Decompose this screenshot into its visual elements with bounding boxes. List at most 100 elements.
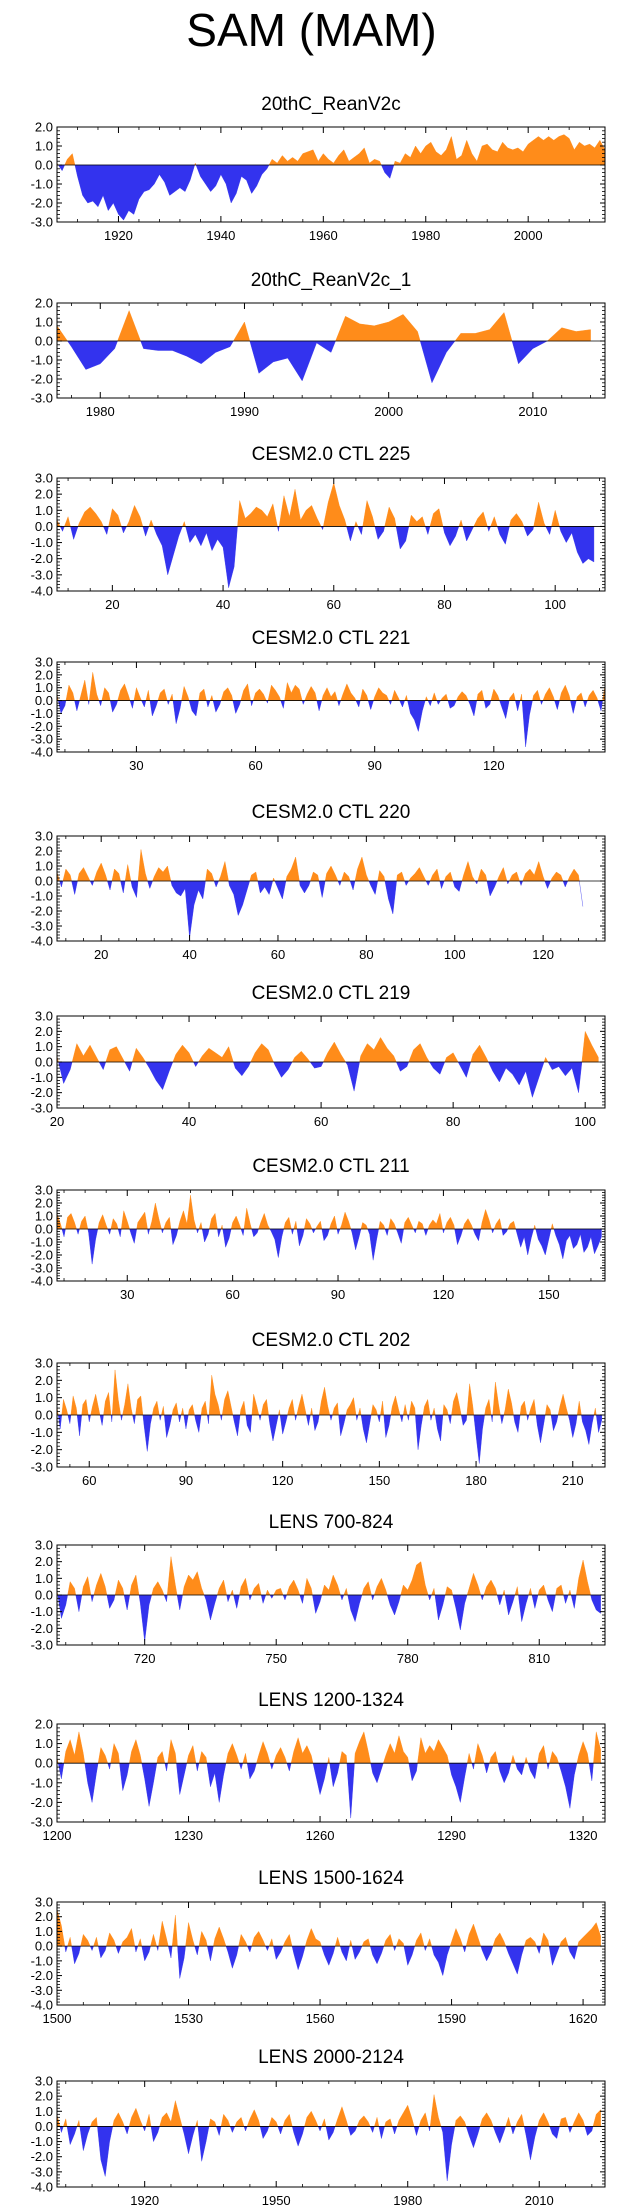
negative-area [465,2126,481,2149]
negative-area [490,1414,493,1422]
negative-area [61,1228,66,1237]
positive-area [489,1750,499,1764]
negative-area [212,700,222,713]
y-tick-label: -1.0 [31,1070,53,1085]
positive-area [65,1213,77,1230]
negative-area [248,1594,253,1601]
positive-area [182,1571,205,1596]
negative-area [292,2126,305,2147]
x-tick-label: 60 [225,1287,239,1302]
y-tick-label: 3.0 [35,471,53,486]
positive-area [514,1586,519,1596]
positive-area [230,1589,234,1596]
negative-area [312,1594,323,1615]
y-tick-label: 1.0 [35,680,53,695]
negative-area [97,2126,113,2177]
positive-area [383,1933,394,1947]
negative-area [396,1061,410,1072]
positive-area [291,1050,311,1063]
positive-area [402,1404,408,1416]
positive-area [456,691,469,701]
positive-area [268,147,382,166]
negative-area [129,700,135,709]
negative-area [452,880,463,892]
y-tick-label: 3.0 [35,1538,53,1553]
negative-area [337,700,341,707]
y-tick-label: -3.0 [31,1261,53,1276]
negative-area [547,1061,583,1093]
y-tick-label: 1.0 [35,1736,53,1751]
positive-area [167,1556,178,1596]
negative-area [497,1763,512,1784]
negative-area [428,2126,431,2132]
positive-area [335,314,421,342]
negative-area [206,700,211,708]
positive-area [444,1586,454,1596]
negative-area [220,1414,223,1421]
positive-area [305,1927,322,1947]
positive-area [373,687,390,701]
negative-area [588,1763,594,1781]
negative-area [460,1414,468,1426]
positive-area [349,1940,353,1947]
positive-area [429,868,441,882]
positive-area [286,1579,301,1596]
negative-area [496,1594,503,1606]
positive-area [283,1216,292,1230]
positive-area [473,511,488,527]
positive-area [186,1744,197,1764]
positive-area [93,862,108,882]
y-tick-label: 0.0 [35,1055,53,1070]
y-tick-label: 1.0 [35,139,53,154]
chart-title: CESM2.0 CTL 219 [252,983,411,1004]
negative-area [474,880,478,885]
negative-area [107,1228,112,1235]
positive-area [282,2113,293,2127]
negative-area [350,1228,362,1250]
positive-area [524,1937,537,1947]
negative-area [229,2126,236,2134]
negative-area [207,1945,214,1961]
negative-area [434,1414,444,1442]
y-tick-label: -1.0 [31,353,53,368]
y-tick-label: -4.0 [31,2180,53,2195]
negative-area [243,2126,248,2132]
negative-area [567,1414,578,1438]
negative-area [88,1414,91,1422]
chart-panel: LENS 700-824 3.02.0 1.0 0.0-1.0 -2.0 -3.0 720 7… [31,1512,606,1666]
positive-area [220,687,234,701]
y-tick-label: 3.0 [35,1895,53,1910]
negative-area [562,880,569,888]
negative-area [546,1594,556,1613]
negative-area [501,1228,509,1236]
negative-area [581,1414,595,1445]
negative-area [106,1594,116,1609]
positive-area [340,683,357,701]
positive-area [65,684,75,701]
positive-area [251,1582,262,1596]
negative-area [567,1945,578,1960]
main-title: SAM (MAM) [186,4,437,56]
negative-area [59,880,64,888]
chart-title: CESM2.0 CTL 221 [252,628,411,649]
y-tick-label: 2.0 [35,667,53,682]
y-tick-label: -3.0 [31,2164,53,2179]
y-tick-label: 2.0 [35,1024,53,1039]
positive-area [318,1387,331,1416]
positive-area [374,1577,388,1596]
chart-panel: CESM2.0 CTL 221 3.02.01.00.0-1.0-2.0-3.0-… [31,628,606,773]
negative-area [195,1763,200,1772]
positive-area [97,1746,109,1764]
positive-area [509,513,525,527]
negative-area [225,1945,239,1969]
positive-area [120,1927,136,1947]
positive-area [444,1052,459,1063]
x-tick-label: 40 [182,947,196,962]
positive-area [239,1401,247,1416]
positive-area [533,1225,536,1230]
chart-title: 20thC_ReanV2c_1 [251,270,412,291]
negative-area [273,1061,293,1078]
y-tick-label: -3.0 [31,732,53,747]
negative-area [57,164,65,172]
negative-area [357,526,363,536]
